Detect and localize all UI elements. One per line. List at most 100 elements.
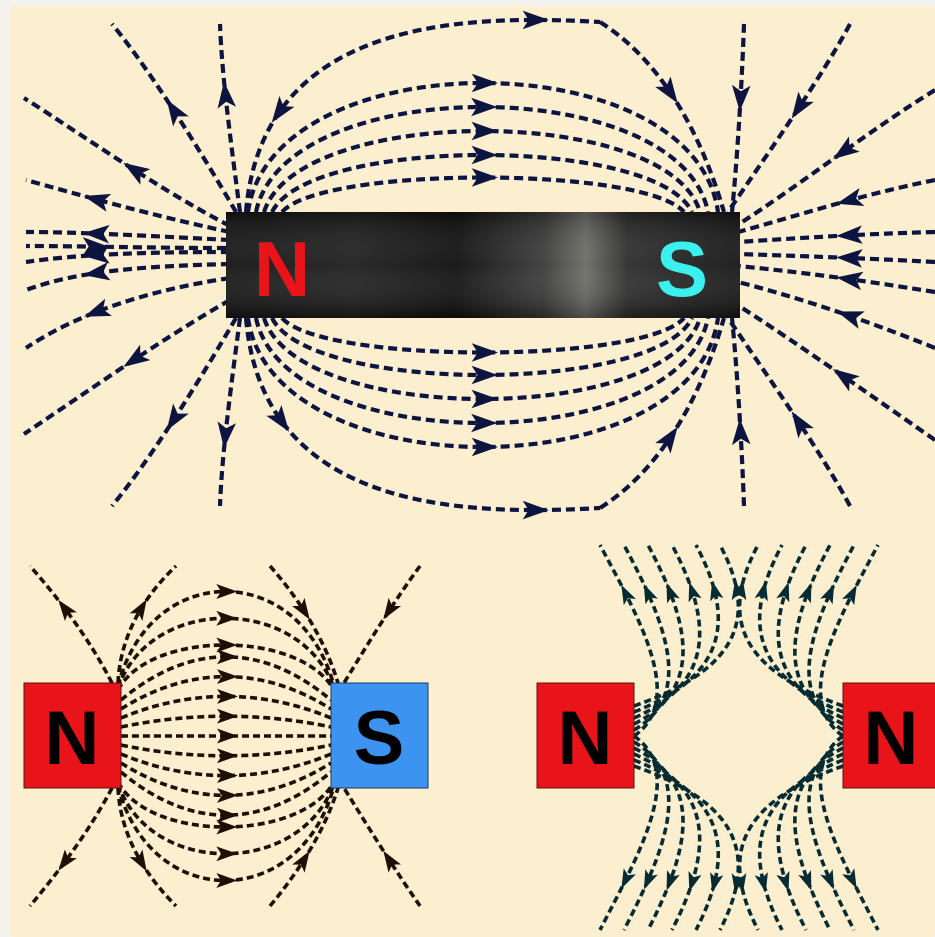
field-line <box>633 764 741 931</box>
field-line <box>737 764 844 931</box>
arrowhead-icon <box>84 298 112 317</box>
field-line <box>737 177 935 235</box>
field-line <box>598 544 660 738</box>
field-line <box>633 544 702 720</box>
arrowhead-icon <box>123 162 151 185</box>
arrowhead-icon <box>129 599 147 622</box>
arrowhead-icon <box>123 344 151 367</box>
bar-magnet: N S <box>226 212 740 318</box>
arrowhead-icon <box>522 10 549 30</box>
arrowhead-icon <box>292 850 310 873</box>
field-line <box>737 251 935 265</box>
field-line <box>25 249 231 265</box>
field-line <box>25 261 231 292</box>
field-line <box>737 263 935 295</box>
repel-left-north-label: N <box>558 696 613 781</box>
arrowhead-icon <box>292 597 310 620</box>
arrowhead-icon <box>217 768 238 784</box>
arrowhead-icon <box>732 580 747 601</box>
arrowhead-icon <box>710 872 724 893</box>
field-line <box>25 229 231 243</box>
arrowhead-icon <box>791 91 814 119</box>
field-line <box>729 23 747 213</box>
field-line <box>633 758 721 931</box>
arrowhead-icon <box>216 637 238 653</box>
arrowhead-icon <box>832 368 860 392</box>
arrowhead-icon <box>83 261 111 281</box>
attract-north-label: N <box>45 696 100 781</box>
arrowhead-icon <box>83 224 110 244</box>
arrowhead-icon <box>83 193 112 212</box>
arrowhead-icon <box>621 584 636 606</box>
field-line <box>25 177 231 235</box>
arrowhead-icon <box>731 84 751 112</box>
arrowhead-icon <box>471 97 498 117</box>
arrowhead-icon <box>166 403 189 431</box>
field-line <box>342 787 422 908</box>
field-line <box>818 734 880 931</box>
arrowhead-icon <box>82 237 109 256</box>
arrowhead-icon <box>836 271 864 291</box>
field-line <box>757 758 844 931</box>
field-line <box>245 317 721 450</box>
arrowhead-icon <box>216 584 238 599</box>
arrowhead-icon <box>217 807 238 823</box>
arrowhead-icon <box>836 311 865 329</box>
arrowhead-icon <box>731 418 751 446</box>
arrowhead-icon <box>217 669 238 685</box>
arrowhead-icon <box>217 728 238 744</box>
bar-south-pole-label: S <box>656 225 708 313</box>
field-line <box>757 544 844 714</box>
arrowhead-icon <box>271 95 295 123</box>
arrowhead-icon <box>836 249 863 268</box>
field-line <box>633 544 721 714</box>
repelling-magnets: N N <box>536 682 935 789</box>
field-line <box>807 740 856 931</box>
arrowhead-icon <box>471 413 498 433</box>
arrowhead-icon <box>776 582 790 603</box>
field-line <box>28 564 114 684</box>
field-line <box>245 80 721 213</box>
field-line <box>28 787 114 908</box>
arrowhead-icon <box>471 145 498 165</box>
field-line <box>25 243 227 251</box>
attracting-field-lines <box>28 564 422 908</box>
field-line <box>116 564 178 684</box>
field-line <box>818 544 880 738</box>
field-line <box>280 175 686 214</box>
arrowhead-icon <box>383 597 402 620</box>
arrowhead-icon <box>754 872 768 893</box>
field-line <box>22 298 232 436</box>
repelling-field-lines <box>598 544 880 931</box>
attract-south-block <box>330 682 429 789</box>
arrowhead-icon <box>83 245 110 264</box>
field-line <box>737 229 935 245</box>
arrowhead-icon <box>217 81 237 109</box>
arrowhead-icon <box>522 500 549 520</box>
field-line <box>280 316 686 355</box>
field-line <box>776 752 844 931</box>
arrowhead-icon <box>842 868 857 889</box>
arrowhead-icon <box>129 849 147 872</box>
field-line <box>633 544 685 726</box>
field-line <box>633 752 702 931</box>
arrowhead-icon <box>166 99 189 127</box>
field-line <box>22 96 231 228</box>
arrowhead-icon <box>836 225 863 244</box>
arrowhead-icon <box>217 649 238 665</box>
field-line <box>793 746 844 931</box>
arrowhead-icon <box>754 581 768 602</box>
field-line <box>807 544 856 732</box>
field-line <box>268 787 340 908</box>
repel-right-north-label: N <box>864 696 919 781</box>
arrowhead-icon <box>688 582 702 603</box>
attracting-magnets: N S <box>23 682 429 789</box>
field-line <box>622 740 671 931</box>
arrowhead-icon <box>643 869 658 890</box>
arrowhead-icon <box>471 168 498 187</box>
field-line <box>120 752 332 778</box>
arrowhead-icon <box>820 869 835 890</box>
field-line <box>622 544 671 732</box>
arrowhead-icon <box>216 819 238 835</box>
